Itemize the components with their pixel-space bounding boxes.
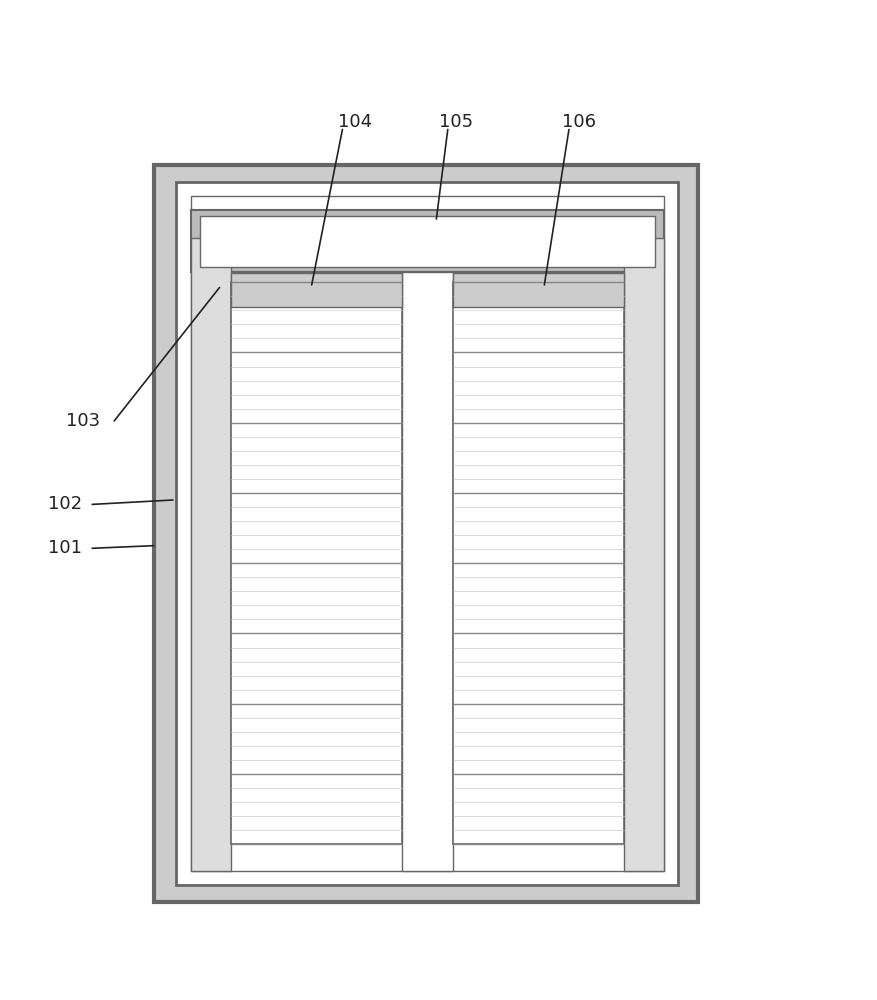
Bar bbox=[175, 182, 677, 885]
Bar bbox=[402, 272, 453, 871]
Bar bbox=[153, 165, 697, 902]
Text: 105: 105 bbox=[438, 113, 473, 131]
Bar bbox=[453, 282, 624, 844]
Text: 101: 101 bbox=[48, 539, 82, 557]
Text: 102: 102 bbox=[48, 495, 82, 513]
Bar bbox=[453, 273, 624, 307]
Bar bbox=[624, 238, 663, 871]
Bar bbox=[191, 238, 231, 871]
Bar bbox=[191, 196, 663, 871]
Bar bbox=[191, 210, 663, 272]
Bar bbox=[231, 273, 402, 307]
Bar bbox=[200, 216, 654, 267]
Text: 106: 106 bbox=[561, 113, 595, 131]
Text: 103: 103 bbox=[66, 412, 100, 430]
Bar bbox=[231, 282, 402, 844]
Text: 104: 104 bbox=[338, 113, 372, 131]
